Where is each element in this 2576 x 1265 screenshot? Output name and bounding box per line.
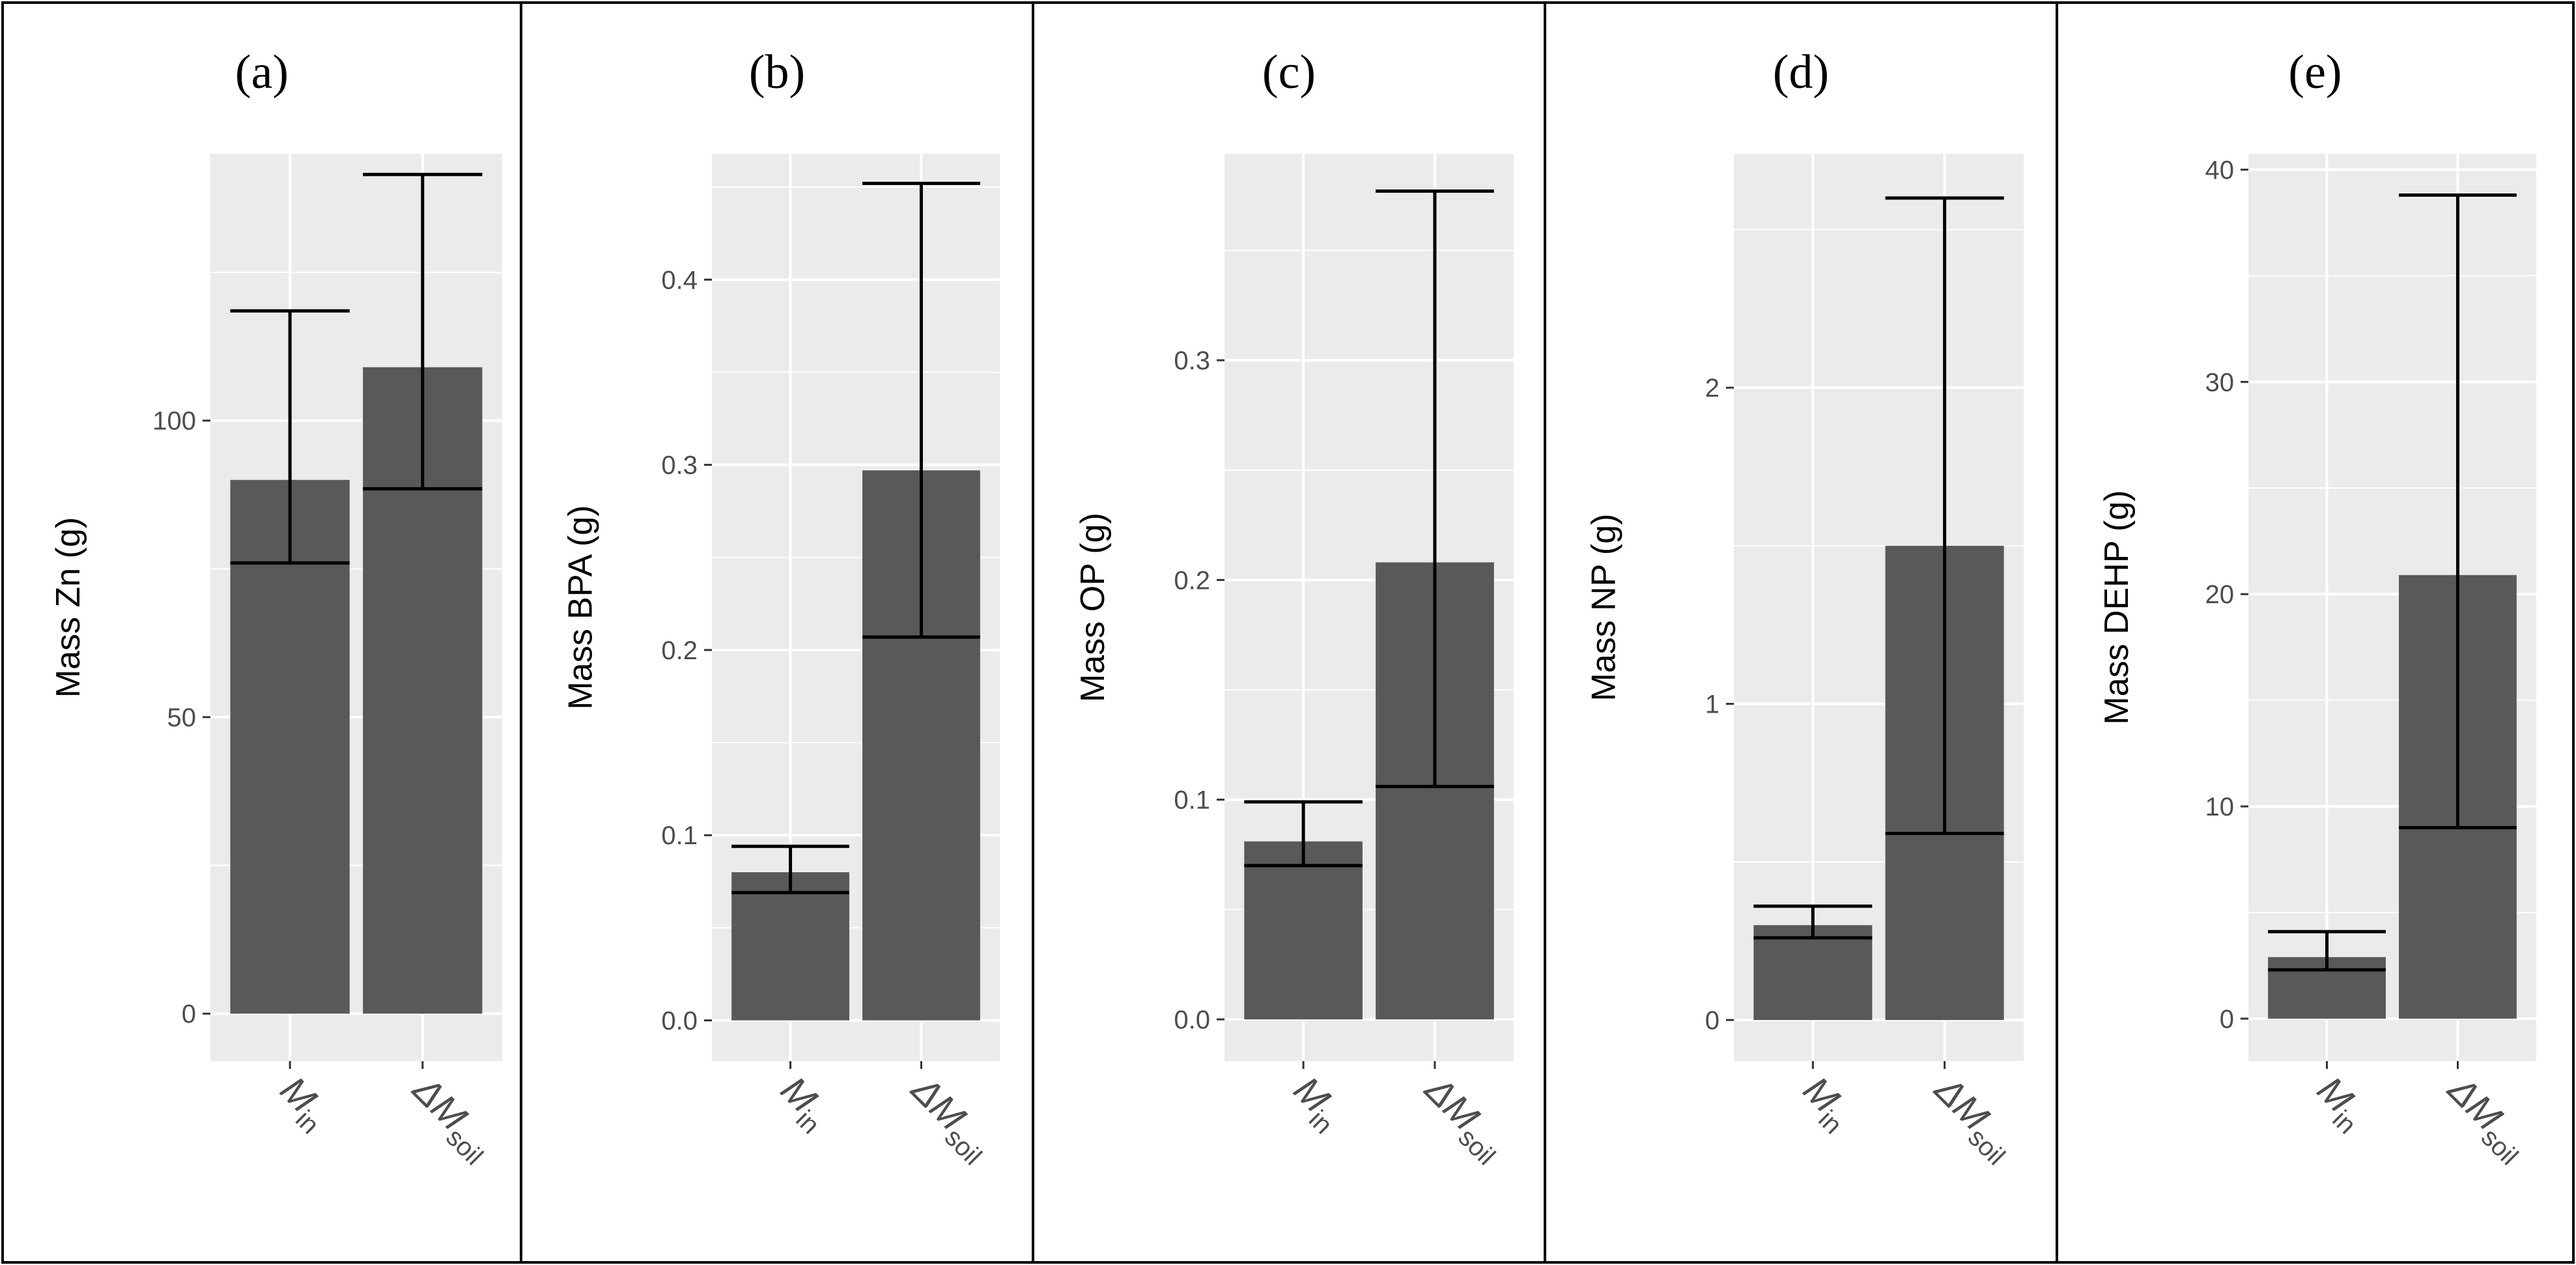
y-tick-label: 0.2	[661, 636, 698, 665]
panel-label: (d)	[1773, 46, 1829, 99]
panel-e: (e) 0 10 20 30 40 Mass DEHP (g) Min ΔMsoil	[2056, 1, 2575, 1264]
y-tick-label: 0.1	[1174, 786, 1210, 815]
y-tick-label: 2	[1705, 374, 1720, 403]
x-category-label: Min	[2304, 1068, 2375, 1139]
bar-m-in	[1753, 925, 1873, 1020]
y-tick-label: 20	[2205, 580, 2235, 609]
x-category-label: Min	[268, 1068, 339, 1139]
x-category-label: ΔMsoil	[898, 1068, 1002, 1171]
y-tick-label: 1	[1705, 690, 1720, 719]
y-tick-label: 0.3	[661, 451, 698, 480]
panel-label: (e)	[2288, 46, 2342, 99]
bar-m-in	[731, 872, 849, 1021]
y-axis-title: Mass BPA (g)	[561, 505, 599, 709]
y-tick-label: 40	[2205, 156, 2235, 184]
x-category-label: ΔMsoil	[1921, 1068, 2025, 1171]
y-tick-label: 0.3	[1174, 347, 1210, 375]
panel-d: (d) 0 1 2 Mass NP (g) Min ΔMsoil	[1544, 1, 2058, 1264]
x-category-label: ΔMsoil	[399, 1068, 503, 1171]
x-category-label: Min	[1790, 1068, 1861, 1139]
y-axis-title: Mass DEHP (g)	[2098, 490, 2136, 724]
panel-c: (c) 0.0 0.1 0.2 0.3 Mass OP (g) Min ΔMsoil	[1032, 1, 1546, 1264]
y-tick-label: 0.0	[1174, 1006, 1210, 1034]
y-axis-title: Mass OP (g)	[1074, 513, 1112, 702]
y-tick-label: 10	[2205, 793, 2235, 821]
x-category-label: Min	[1281, 1068, 1352, 1139]
x-category-label: ΔMsoil	[2435, 1068, 2538, 1171]
y-tick-label: 50	[167, 704, 197, 732]
y-tick-label: 0	[1705, 1006, 1720, 1035]
bar-m-in	[230, 479, 350, 1014]
y-axis-title: Mass Zn (g)	[50, 517, 87, 698]
y-tick-label: 30	[2205, 368, 2235, 397]
x-category-label: ΔMsoil	[1411, 1068, 1515, 1171]
y-tick-label: 0	[182, 1000, 196, 1029]
y-tick-label: 0.1	[661, 821, 698, 850]
panel-frame	[2056, 1, 2575, 1264]
y-tick-label: 0.4	[661, 266, 698, 294]
x-category-label: Min	[768, 1068, 839, 1139]
y-axis-title: Mass NP (g)	[1585, 514, 1622, 702]
panel-label: (c)	[1262, 46, 1316, 99]
y-tick-label: 0.2	[1174, 566, 1210, 595]
y-tick-label: 0.0	[661, 1006, 698, 1035]
y-tick-label: 100	[152, 407, 196, 436]
panel-a: (a) 0 50 100 Mass Zn (g) Min ΔMsoil	[1, 1, 522, 1264]
bar-m-in	[1244, 841, 1363, 1019]
panel-label: (a)	[235, 46, 289, 99]
panel-b: (b) 0.0 0.1 0.2 0.3 0.4 Mass BPA (g) Min ΔMsoil	[520, 1, 1034, 1264]
panel-label: (b)	[749, 46, 805, 99]
y-tick-label: 0	[2220, 1005, 2234, 1034]
